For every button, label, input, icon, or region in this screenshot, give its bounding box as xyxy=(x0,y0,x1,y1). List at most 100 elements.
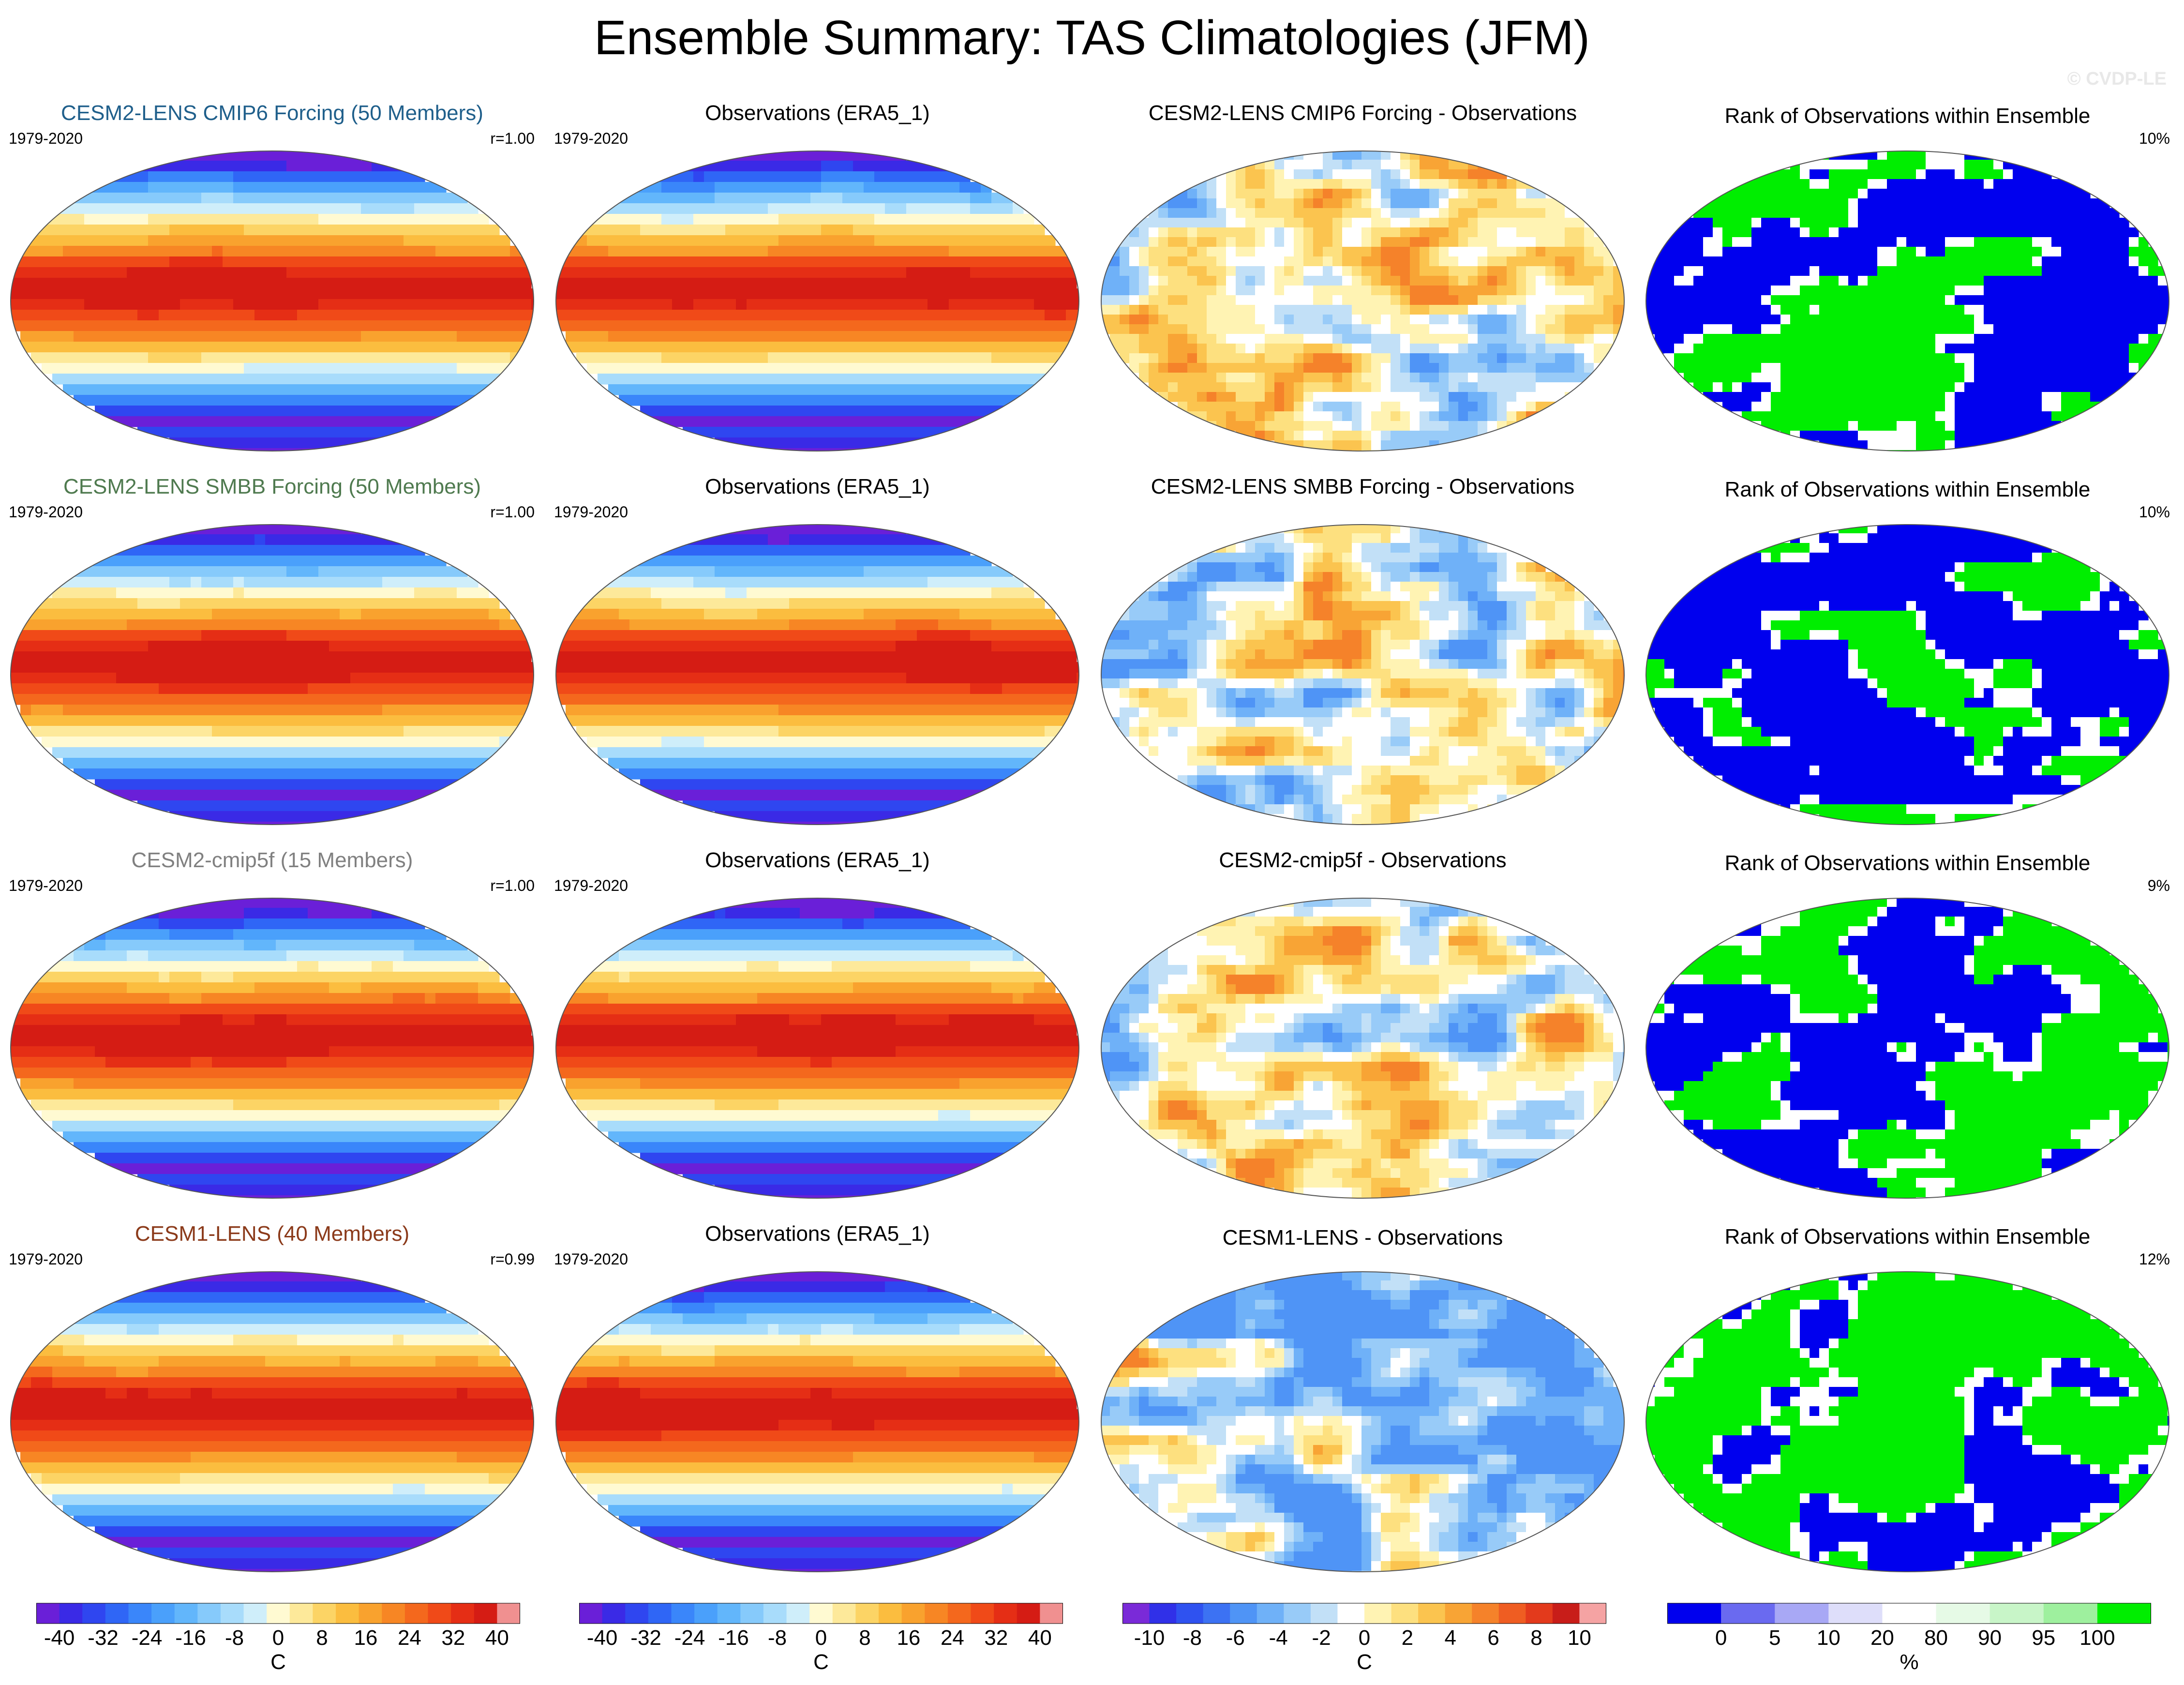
panel-title: Rank of Observations within Ensemble xyxy=(1635,1224,2180,1249)
colorbar-swatch xyxy=(671,1603,694,1624)
model-map xyxy=(10,524,535,826)
colorbar-swatch xyxy=(1526,1603,1553,1624)
obs-map xyxy=(555,524,1080,826)
colorbar-tick-label: -8 xyxy=(1183,1626,1202,1650)
map-field xyxy=(1100,524,1625,826)
panel-title: Rank of Observations within Ensemble xyxy=(1635,851,2180,876)
rank-percentage: 9% xyxy=(2148,877,2170,894)
colorbar-tick-label: 8 xyxy=(316,1626,328,1650)
period-label: 1979-2020 xyxy=(9,877,83,894)
period-label: 1979-2020 xyxy=(9,503,83,521)
colorbar-swatch xyxy=(1553,1603,1580,1624)
panel-title: CESM2-LENS CMIP6 Forcing (50 Members) xyxy=(0,101,544,126)
colorbar-tick-label: 24 xyxy=(941,1626,964,1650)
colorbar-swatch xyxy=(290,1603,313,1624)
colorbar-tick-label: 6 xyxy=(1487,1626,1499,1650)
pattern-correlation: r=1.00 xyxy=(490,130,535,147)
period-label: 1979-2020 xyxy=(9,130,83,147)
panel-title: CESM2-LENS SMBB Forcing - Observations xyxy=(1091,474,1635,499)
obs-map xyxy=(555,897,1080,1199)
watermark: © CVDP-LE xyxy=(2067,69,2167,90)
colorbar-swatch xyxy=(244,1603,267,1624)
colorbar-swatch xyxy=(1311,1603,1338,1624)
colorbar-units: % xyxy=(1900,1650,1918,1674)
colorbar-swatch xyxy=(994,1603,1017,1624)
rank-percentage: 10% xyxy=(2139,130,2170,147)
colorbar-swatch xyxy=(1203,1603,1230,1624)
colorbar-tick-label: -32 xyxy=(88,1626,119,1650)
colorbar-swatch xyxy=(60,1603,83,1624)
colorbar-tick-label: -4 xyxy=(1269,1626,1288,1650)
period-label: 1979-2020 xyxy=(554,877,628,894)
colorbar-swatch xyxy=(809,1603,833,1624)
colorbar-units: C xyxy=(1357,1650,1372,1674)
panel-title: Rank of Observations within Ensemble xyxy=(1635,104,2180,129)
diff-panel-row-4: CESM1-LENS - Observations xyxy=(1091,1215,1635,1582)
colorbar-swatch xyxy=(1499,1603,1526,1624)
map-field xyxy=(10,150,535,452)
diff-map xyxy=(1100,524,1625,826)
map-field xyxy=(1645,897,2170,1199)
colorbar-tick-label: 2 xyxy=(1402,1626,1413,1650)
colorbar-swatch xyxy=(474,1603,497,1624)
obs-panel-row-2: Observations (ERA5_1)1979-2020 xyxy=(545,467,1090,835)
colorbar-tick-label: -2 xyxy=(1312,1626,1331,1650)
pattern-correlation: r=1.00 xyxy=(490,503,535,521)
colorbar-swatch xyxy=(313,1603,336,1624)
pattern-correlation: r=1.00 xyxy=(490,877,535,894)
colorbar-tick-label: 40 xyxy=(1028,1626,1052,1650)
panel-title: CESM2-LENS SMBB Forcing (50 Members) xyxy=(0,474,544,499)
model-map xyxy=(10,897,535,1199)
colorbar-swatch xyxy=(1391,1603,1419,1624)
colorbar-tick-label: -24 xyxy=(674,1626,705,1650)
colorbar-swatch xyxy=(694,1603,718,1624)
colorbar-swatch xyxy=(82,1603,105,1624)
diff-map xyxy=(1100,897,1625,1199)
panel-title: Observations (ERA5_1) xyxy=(545,474,1090,499)
colorbar-swatch xyxy=(948,1603,971,1624)
colorbar-swatch xyxy=(1257,1603,1284,1624)
map-field xyxy=(10,524,535,826)
obs-panel-row-4: Observations (ERA5_1)1979-2020 xyxy=(545,1215,1090,1582)
colorbar-tick-label: 0 xyxy=(1715,1626,1727,1650)
colorbar-swatch xyxy=(1667,1603,1721,1624)
colorbar-swatch xyxy=(1828,1603,1883,1624)
colorbar-swatch xyxy=(2044,1603,2098,1624)
map-field xyxy=(1645,1271,2170,1573)
colorbar-swatch xyxy=(221,1603,244,1624)
colorbar-swatch xyxy=(879,1603,902,1624)
colorbar-swatch xyxy=(1882,1603,1936,1624)
colorbar-swatch xyxy=(451,1603,474,1624)
colorbar-units: C xyxy=(270,1650,286,1674)
colorbar-tick-label: -10 xyxy=(1134,1626,1165,1650)
obs-map xyxy=(555,150,1080,452)
diff-map xyxy=(1100,1271,1625,1573)
colorbar-swatches xyxy=(1122,1603,1606,1624)
panel-title: Rank of Observations within Ensemble xyxy=(1635,477,2180,502)
colorbar-swatch xyxy=(1579,1603,1606,1624)
colorbar-swatch xyxy=(1176,1603,1203,1624)
colorbar-tick-label: 5 xyxy=(1769,1626,1780,1650)
model-panel-row-2: CESM2-LENS SMBB Forcing (50 Members) 1979… xyxy=(0,467,544,835)
colorbar-swatch xyxy=(1990,1603,2044,1624)
colorbar-swatch xyxy=(405,1603,428,1624)
colorbar-swatch xyxy=(718,1603,741,1624)
colorbar-swatch xyxy=(128,1603,151,1624)
colorbar-swatch xyxy=(740,1603,763,1624)
colorbar-swatch xyxy=(428,1603,451,1624)
colorbar-swatch xyxy=(625,1603,648,1624)
colorbar-swatch xyxy=(925,1603,948,1624)
colorbar-tick-label: -8 xyxy=(768,1626,787,1650)
panel-title: CESM2-cmip5f - Observations xyxy=(1091,848,1635,873)
colorbar-swatch xyxy=(497,1603,520,1624)
panel-title: CESM1-LENS (40 Members) xyxy=(0,1221,544,1247)
model-map xyxy=(10,1271,535,1573)
colorbar-swatch xyxy=(1122,1603,1150,1624)
